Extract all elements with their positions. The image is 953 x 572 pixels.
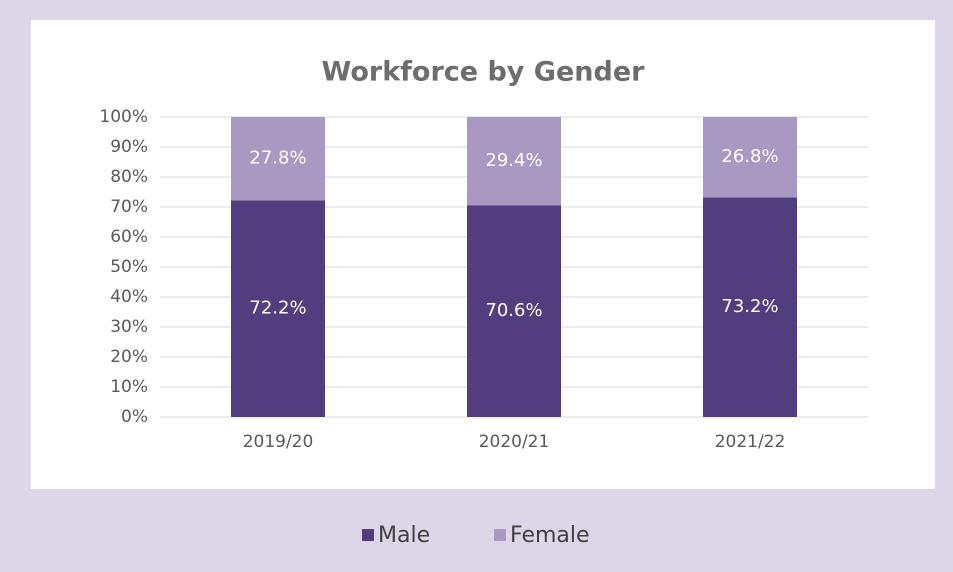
bar-segment	[231, 200, 325, 417]
y-tick-label: 70%	[110, 197, 148, 217]
y-tick-label: 100%	[99, 107, 148, 127]
legend-swatch	[362, 529, 374, 541]
y-tick-label: 40%	[110, 287, 148, 307]
y-tick-label: 90%	[110, 137, 148, 157]
y-tick-label: 30%	[110, 317, 148, 337]
data-label: 27.8%	[249, 148, 306, 169]
bar-segment	[467, 205, 561, 417]
y-tick-label: 0%	[121, 407, 148, 427]
chart-title: Workforce by Gender	[322, 57, 646, 88]
legend-label: Male	[378, 523, 430, 548]
bar-segment	[231, 117, 325, 201]
x-tick-label: 2021/22	[715, 432, 786, 452]
data-label: 26.8%	[721, 146, 778, 167]
y-tick-label: 60%	[110, 227, 148, 247]
y-tick-label: 50%	[110, 257, 148, 277]
y-tick-label: 80%	[110, 167, 148, 187]
bar-segment	[703, 197, 797, 417]
x-tick-label: 2020/21	[479, 432, 550, 452]
data-label: 72.2%	[249, 298, 306, 319]
x-tick-label: 2019/20	[243, 432, 314, 452]
legend-swatch	[494, 529, 506, 541]
data-label: 29.4%	[485, 150, 542, 171]
legend-label: Female	[510, 523, 590, 548]
data-label: 73.2%	[721, 296, 778, 317]
y-tick-label: 10%	[110, 377, 148, 397]
bar-segment	[467, 117, 561, 206]
data-label: 70.6%	[485, 300, 542, 321]
bar-segment	[703, 117, 797, 198]
y-tick-label: 20%	[110, 347, 148, 367]
